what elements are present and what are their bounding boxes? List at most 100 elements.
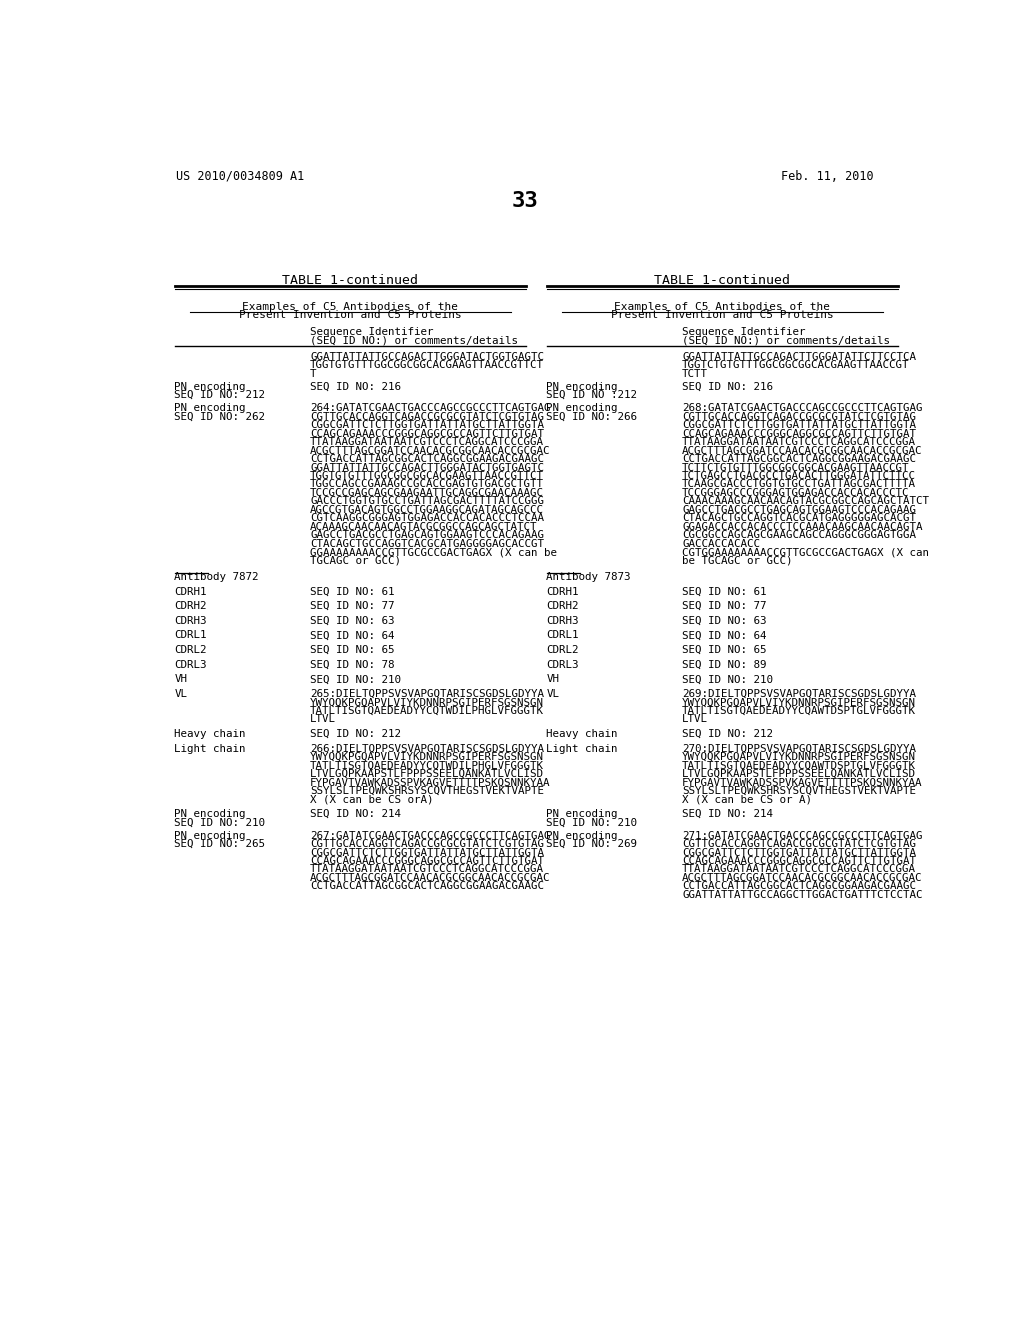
- Text: TCTTCTGTGTTTGGCGGCGGCACGAAGTTAACCGT: TCTTCTGTGTTTGGCGGCGGCACGAAGTTAACCGT: [682, 462, 909, 473]
- Text: CCTGACCATTAGCGGCACTCAGGCGGAAGACGAAGC: CCTGACCATTAGCGGCACTCAGGCGGAAGACGAAGC: [310, 454, 544, 465]
- Text: GGATTATTATTGCCAGACTTGGGATACTGGTGAGTC: GGATTATTATTGCCAGACTTGGGATACTGGTGAGTC: [310, 462, 544, 473]
- Text: GAGCCTGACGCCTGAGCAGTGGAAGTCCCACAGAAG: GAGCCTGACGCCTGAGCAGTGGAAGTCCCACAGAAG: [682, 506, 916, 515]
- Text: SEQ ID NO: 210: SEQ ID NO: 210: [310, 675, 401, 684]
- Text: Light chain: Light chain: [174, 743, 246, 754]
- Text: GGATTATTATTGCCAGACTTGGGATATTCTTCCTCA: GGATTATTATTGCCAGACTTGGGATATTCTTCCTCA: [682, 351, 916, 362]
- Text: PN encoding: PN encoding: [547, 404, 618, 413]
- Text: TTATAAGGATAATAATCGTCCCTCAGGCATCCCGGA: TTATAAGGATAATAATCGTCCCTCAGGCATCCCGGA: [310, 865, 544, 874]
- Text: PN encoding: PN encoding: [547, 809, 618, 818]
- Text: CDRH3: CDRH3: [174, 615, 207, 626]
- Text: CGTGGAAAAAAAACCGTTGCGCCGACTGAGX (X can: CGTGGAAAAAAAACCGTTGCGCCGACTGAGX (X can: [682, 548, 929, 557]
- Text: 268:GATATCGAACTGACCCAGCCGCCCTTCAGTGAG: 268:GATATCGAACTGACCCAGCCGCCCTTCAGTGAG: [682, 404, 923, 413]
- Text: CCTGACCATTAGCGGCACTCAGGCGGAAGACGAAGC: CCTGACCATTAGCGGCACTCAGGCGGAAGACGAAGC: [682, 454, 916, 465]
- Text: AGCCGTGACAGTGGCCTGGAAGGCAGATAGCAGCCC: AGCCGTGACAGTGGCCTGGAAGGCAGATAGCAGCCC: [310, 506, 544, 515]
- Text: Examples of C5 Antibodies of the: Examples of C5 Antibodies of the: [243, 302, 459, 312]
- Text: SEQ ID NO: 214: SEQ ID NO: 214: [682, 809, 773, 818]
- Text: SEQ ID NO: 266: SEQ ID NO: 266: [547, 412, 638, 421]
- Text: PN encoding: PN encoding: [174, 404, 246, 413]
- Text: SEQ ID NO: 65: SEQ ID NO: 65: [310, 645, 394, 655]
- Text: 271:GATATCGAACTGACCCAGCCGCCCTTCAGTGAG: 271:GATATCGAACTGACCCAGCCGCCCTTCAGTGAG: [682, 830, 923, 841]
- Text: CDRL1: CDRL1: [174, 631, 207, 640]
- Text: TATLTISGTQAEDEADYYCQTWDILPHGLVFGGGTK: TATLTISGTQAEDEADYYCQTWDILPHGLVFGGGTK: [310, 760, 544, 771]
- Text: TTATAAGGATAATAATCGTCCCTCAGGCATCCCGGA: TTATAAGGATAATAATCGTCCCTCAGGCATCCCGGA: [310, 437, 544, 447]
- Text: 265:DIELTQPPSVSVAPGQTARISCSGDSLGDYYA: 265:DIELTQPPSVSVAPGQTARISCSGDSLGDYYA: [310, 689, 544, 698]
- Text: TCCGGGAGCCCGGGAGTGGAGACCACCACACCCTC: TCCGGGAGCCCGGGAGTGGAGACCACCACACCCTC: [682, 488, 909, 498]
- Text: TABLE 1-continued: TABLE 1-continued: [283, 275, 419, 286]
- Text: CGTTGCACCAGGTCAGACCGCGCGTATCTCGTGTAG: CGTTGCACCAGGTCAGACCGCGCGTATCTCGTGTAG: [682, 840, 916, 849]
- Text: PN encoding: PN encoding: [174, 809, 246, 818]
- Text: YWYQQKPGQAPVLVIYKDNNRPSGIPERFSGSNSGN: YWYQQKPGQAPVLVIYKDNNRPSGIPERFSGSNSGN: [310, 752, 544, 762]
- Text: CDRL2: CDRL2: [547, 645, 579, 655]
- Text: VL: VL: [547, 689, 559, 698]
- Text: FYPGAVTVAWKADSSPVKAGVETTTTPSKQSNNKYAA: FYPGAVTVAWKADSSPVKAGVETTTTPSKQSNNKYAA: [682, 777, 923, 788]
- Text: TABLE 1-continued: TABLE 1-continued: [654, 275, 791, 286]
- Text: CCTGACCATTAGCGGCACTCAGGCGGAAGACGAAGC: CCTGACCATTAGCGGCACTCAGGCGGAAGACGAAGC: [682, 882, 916, 891]
- Text: CDRH1: CDRH1: [547, 586, 579, 597]
- Text: CGTTGCACCAGGTCAGACCGCGCGTATCTCGTGTAG: CGTTGCACCAGGTCAGACCGCGCGTATCTCGTGTAG: [310, 412, 544, 421]
- Text: TGGCCAGCCGAAAGCCGCACCGAGTGTGACGCTGTT: TGGCCAGCCGAAAGCCGCACCGAGTGTGACGCTGTT: [310, 479, 544, 490]
- Text: CCAGCAGAAACCCGGGCAGGCGCCAGTTCTTGTGAT: CCAGCAGAAACCCGGGCAGGCGCCAGTTCTTGTGAT: [682, 857, 916, 866]
- Text: SEQ ID NO: 212: SEQ ID NO: 212: [310, 729, 401, 739]
- Text: GACCCTGGTGTGCCTGATTAGCGACTTTTATCCGGG: GACCCTGGTGTGCCTGATTAGCGACTTTTATCCGGG: [310, 496, 544, 507]
- Text: SEQ ID NO: 78: SEQ ID NO: 78: [310, 660, 394, 669]
- Text: PN encoding: PN encoding: [174, 830, 246, 841]
- Text: CGCGGCCAGCAGCGAAGCAGCCAGGGCGGGAGTGGA: CGCGGCCAGCAGCGAAGCAGCCAGGGCGGGAGTGGA: [682, 531, 916, 540]
- Text: TCTT: TCTT: [682, 368, 709, 379]
- Text: CGGCGATTCTCTTGGTGATTATTATGCTTATTGGTA: CGGCGATTCTCTTGGTGATTATTATGCTTATTGGTA: [682, 420, 916, 430]
- Text: VL: VL: [174, 689, 187, 698]
- Text: GGAGACCACCACACCCTCCAAACAAGCAACAACAGTA: GGAGACCACCACACCCTCCAAACAAGCAACAACAGTA: [682, 521, 923, 532]
- Text: SEQ ID NO: 262: SEQ ID NO: 262: [174, 412, 265, 421]
- Text: 270:DIELTQPPSVSVAPGQTARISCSGDSLGDYYA: 270:DIELTQPPSVSVAPGQTARISCSGDSLGDYYA: [682, 743, 916, 754]
- Text: TATLTISGTQAEDEADYYCQTWDILPHGLVFGGGTK: TATLTISGTQAEDEADYYCQTWDILPHGLVFGGGTK: [310, 706, 544, 715]
- Text: (SEQ ID NO:) or comments/details: (SEQ ID NO:) or comments/details: [682, 335, 890, 346]
- Text: 269:DIELTQPPSVSVAPGQTARISCSGDSLGDYYA: 269:DIELTQPPSVSVAPGQTARISCSGDSLGDYYA: [682, 689, 916, 698]
- Text: SEQ ID NO: 212: SEQ ID NO: 212: [682, 729, 773, 739]
- Text: SEQ ID NO: 216: SEQ ID NO: 216: [682, 381, 773, 392]
- Text: SEQ ID NO: 64: SEQ ID NO: 64: [310, 631, 394, 640]
- Text: SEQ ID NO: 210: SEQ ID NO: 210: [682, 675, 773, 684]
- Text: Feb. 11, 2010: Feb. 11, 2010: [781, 170, 873, 183]
- Text: LTVL: LTVL: [310, 714, 336, 725]
- Text: LTVLGQPKAAPSTLFPPPSSEELQANKATLVCLISD: LTVLGQPKAAPSTLFPPPSSEELQANKATLVCLISD: [682, 770, 916, 779]
- Text: X (X can be CS or A): X (X can be CS or A): [682, 795, 812, 804]
- Text: 267:GATATCGAACTGACCCAGCCGCCCTTCAGTGAG: 267:GATATCGAACTGACCCAGCCGCCCTTCAGTGAG: [310, 830, 551, 841]
- Text: CDRL3: CDRL3: [547, 660, 579, 669]
- Text: CGGCGATTCTCTTGGTGATTATTATGCTTATTGGTA: CGGCGATTCTCTTGGTGATTATTATGCTTATTGGTA: [682, 847, 916, 858]
- Text: SEQ ID NO: 61: SEQ ID NO: 61: [682, 586, 767, 597]
- Text: CDRH2: CDRH2: [174, 601, 207, 611]
- Text: Present Invention and C5 Proteins: Present Invention and C5 Proteins: [239, 310, 462, 319]
- Text: TGGTGTGTTTGGCGGCGGCACGAAGTTAACCGTTCT: TGGTGTGTTTGGCGGCGGCACGAAGTTAACCGTTCT: [310, 471, 544, 480]
- Text: SSYLSLTPEQWKSHRSYSCQVTHEGSTVEKTVAPTE: SSYLSLTPEQWKSHRSYSCQVTHEGSTVEKTVAPTE: [682, 785, 916, 796]
- Text: CGGCGATTCTCTTGGTGATTATTATGCTTATTGGTA: CGGCGATTCTCTTGGTGATTATTATGCTTATTGGTA: [310, 847, 544, 858]
- Text: TGGTCTGTGTTTGGCGGCGGCACGAAGTTAACCGT: TGGTCTGTGTTTGGCGGCGGCACGAAGTTAACCGT: [682, 360, 909, 370]
- Text: Antibody 7873: Antibody 7873: [547, 572, 631, 582]
- Text: TCAAGCGACCCTGGTGTGCCTGATTAGCGACTTTTA: TCAAGCGACCCTGGTGTGCCTGATTAGCGACTTTTA: [682, 479, 916, 490]
- Text: GACCACCACACC: GACCACCACACC: [682, 539, 760, 549]
- Text: ACGCTTTAGCGGATCCAACACGCGGCAACACCGCGAC: ACGCTTTAGCGGATCCAACACGCGGCAACACCGCGAC: [682, 873, 923, 883]
- Text: VH: VH: [547, 675, 559, 684]
- Text: VH: VH: [174, 675, 187, 684]
- Text: Light chain: Light chain: [547, 743, 618, 754]
- Text: CCAGCAGAAACCCGGGCAGGCGCCAGTTCTTGTGAT: CCAGCAGAAACCCGGGCAGGCGCCAGTTCTTGTGAT: [310, 429, 544, 438]
- Text: TATLTISGTQAEDEADYYCQAWTDSPTGLVFGGGTK: TATLTISGTQAEDEADYYCQAWTDSPTGLVFGGGTK: [682, 760, 916, 771]
- Text: SEQ ID NO: 212: SEQ ID NO: 212: [174, 391, 265, 400]
- Text: T: T: [310, 368, 316, 379]
- Text: CTACAGCTGCCAGGTCACGCATGAGGGGAGCACCGT: CTACAGCTGCCAGGTCACGCATGAGGGGAGCACCGT: [310, 539, 544, 549]
- Text: SEQ ID NO: 63: SEQ ID NO: 63: [310, 615, 394, 626]
- Text: Sequence Identifier: Sequence Identifier: [682, 327, 806, 337]
- Text: GGAAAAAAAACCGTTGCGCCGACTGAGX (X can be: GGAAAAAAAACCGTTGCGCCGACTGAGX (X can be: [310, 548, 557, 557]
- Text: CGGCGATTCTCTTGGTGATTATTATGCTTATTGGTA: CGGCGATTCTCTTGGTGATTATTATGCTTATTGGTA: [310, 420, 544, 430]
- Text: (SEQ ID NO:) or comments/details: (SEQ ID NO:) or comments/details: [310, 335, 518, 346]
- Text: PN encoding: PN encoding: [547, 381, 618, 392]
- Text: Sequence Identifier: Sequence Identifier: [310, 327, 433, 337]
- Text: TTATAAGGATAATAATCGTCCCTCAGGCATCCCGGA: TTATAAGGATAATAATCGTCCCTCAGGCATCCCGGA: [682, 437, 916, 447]
- Text: US 2010/0034809 A1: US 2010/0034809 A1: [176, 170, 304, 183]
- Text: SEQ ID NO: 77: SEQ ID NO: 77: [682, 601, 767, 611]
- Text: CGTTGCACCAGGTCAGACCGCGCGTATCTCGTGTAG: CGTTGCACCAGGTCAGACCGCGCGTATCTCGTGTAG: [682, 412, 916, 421]
- Text: Present Invention and C5 Proteins: Present Invention and C5 Proteins: [611, 310, 834, 319]
- Text: TGGTGTGTTTGGCGGCGGCACGAAGTTAACCGTTCT: TGGTGTGTTTGGCGGCGGCACGAAGTTAACCGTTCT: [310, 360, 544, 370]
- Text: SEQ ID NO :212: SEQ ID NO :212: [547, 391, 638, 400]
- Text: YWYQQKPGQAPVLVIYKDNNRPSGIPERFSGSNSGN: YWYQQKPGQAPVLVIYKDNNRPSGIPERFSGSNSGN: [682, 697, 916, 708]
- Text: 266:DIELTQPPSVSVAPGQTARISCSGDSLGDYYA: 266:DIELTQPPSVSVAPGQTARISCSGDSLGDYYA: [310, 743, 544, 754]
- Text: CDRH1: CDRH1: [174, 586, 207, 597]
